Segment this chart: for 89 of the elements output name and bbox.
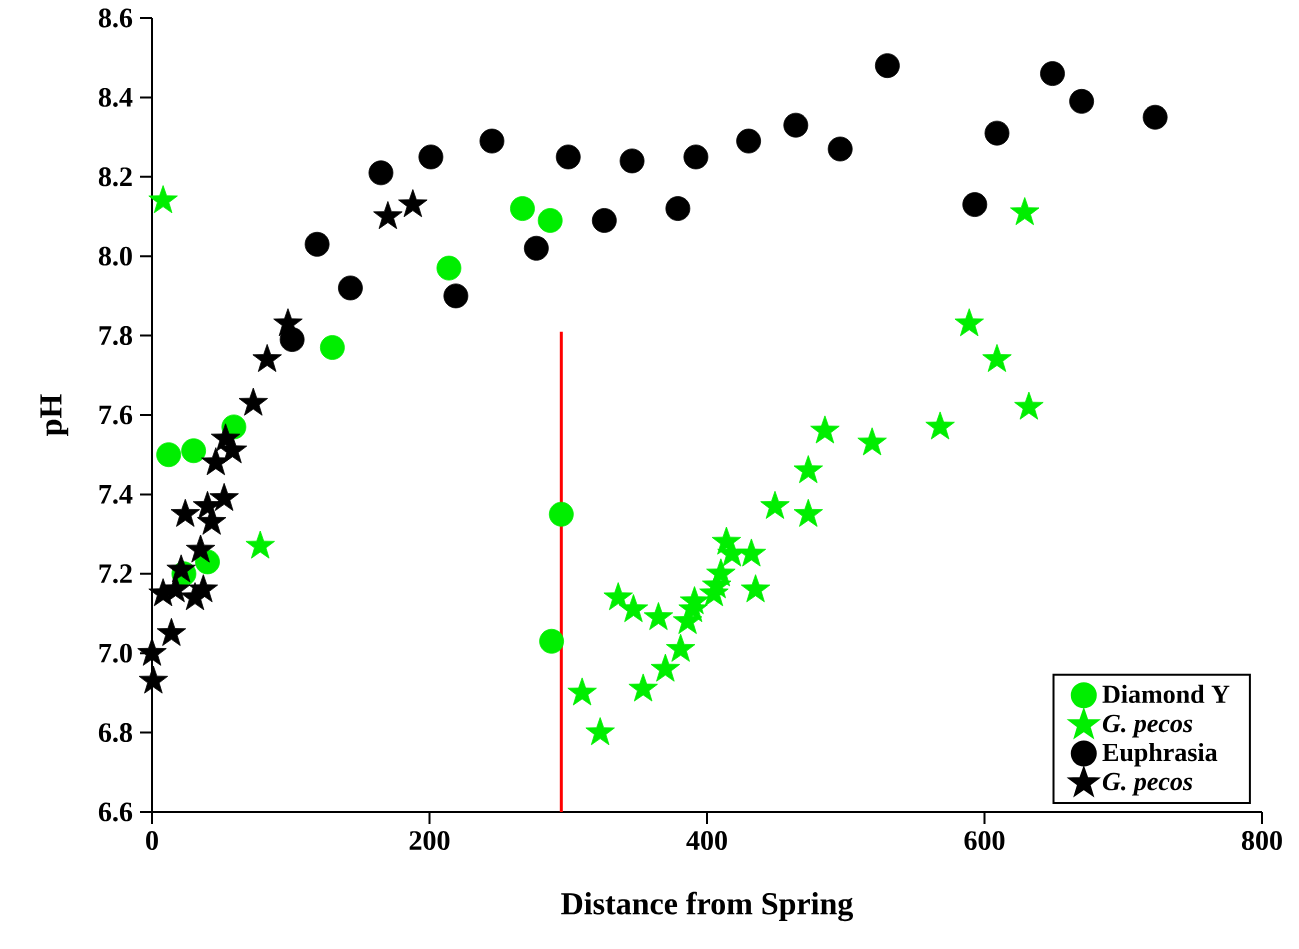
point xyxy=(760,490,790,519)
point xyxy=(591,208,617,233)
x-tick-label: 600 xyxy=(964,831,1005,850)
point xyxy=(665,196,691,221)
point xyxy=(982,344,1012,372)
point xyxy=(706,558,736,587)
point xyxy=(810,415,840,444)
point xyxy=(166,554,196,583)
point xyxy=(1010,197,1040,226)
point xyxy=(238,387,268,416)
y-tick-label: 8.4 xyxy=(98,87,133,107)
point xyxy=(736,538,767,567)
point xyxy=(368,160,394,186)
point xyxy=(436,255,462,281)
point xyxy=(443,283,469,309)
x-tick-label: 400 xyxy=(686,831,727,850)
legend-label: G. pecos xyxy=(1102,772,1193,796)
point xyxy=(793,455,823,484)
point xyxy=(925,411,955,440)
point xyxy=(954,308,984,337)
point xyxy=(418,144,444,170)
point xyxy=(650,653,681,682)
point xyxy=(585,717,615,746)
point xyxy=(510,196,535,221)
point xyxy=(537,208,563,233)
point xyxy=(827,136,853,162)
point xyxy=(548,501,574,527)
point xyxy=(619,148,645,174)
point xyxy=(603,582,633,611)
point xyxy=(338,275,363,301)
point xyxy=(156,442,182,468)
point xyxy=(736,128,762,154)
y-tick-label: 8.0 xyxy=(98,246,132,266)
point xyxy=(1040,61,1065,86)
point xyxy=(210,423,241,452)
y-tick-label: 7.6 xyxy=(99,405,133,425)
x-axis-title: Distance from Spring xyxy=(561,891,854,922)
y-tick-label: 7.4 xyxy=(99,484,133,504)
point xyxy=(539,628,564,654)
point xyxy=(148,185,178,214)
point xyxy=(523,235,549,261)
point xyxy=(170,498,200,527)
point xyxy=(156,617,187,646)
point xyxy=(185,534,216,563)
point xyxy=(618,594,649,623)
point xyxy=(567,677,597,706)
point xyxy=(479,128,505,154)
point xyxy=(683,144,709,170)
y-tick-label: 8.6 xyxy=(98,8,133,28)
y-tick-label: 7.8 xyxy=(99,326,133,346)
point xyxy=(1069,88,1095,114)
legend-label: Diamond Y xyxy=(1102,684,1230,704)
y-tick-label: 8.2 xyxy=(98,167,132,187)
point xyxy=(138,665,169,694)
point xyxy=(188,574,219,603)
point xyxy=(740,574,771,603)
point xyxy=(373,201,403,230)
point xyxy=(643,602,674,631)
point xyxy=(304,231,330,257)
x-tick-label: 0 xyxy=(146,831,158,850)
point xyxy=(628,673,658,702)
point xyxy=(984,120,1010,146)
point xyxy=(245,530,275,559)
point xyxy=(1142,104,1168,130)
point xyxy=(209,482,239,511)
legend-label: Euphrasia xyxy=(1102,742,1218,767)
point xyxy=(273,308,303,337)
point xyxy=(319,335,345,360)
y-tick-label: 7.0 xyxy=(99,643,132,663)
x-tick-label: 800 xyxy=(1241,831,1282,850)
y-axis-title: pH xyxy=(40,394,69,436)
point xyxy=(874,53,900,79)
point xyxy=(181,438,207,464)
legend-label: G. pecos xyxy=(1102,714,1193,738)
point xyxy=(665,633,696,662)
point xyxy=(555,144,581,170)
point xyxy=(252,344,282,372)
point xyxy=(679,586,710,615)
point xyxy=(1014,391,1044,420)
point xyxy=(857,427,887,456)
y-tick-label: 7.2 xyxy=(99,564,132,584)
point xyxy=(793,498,823,527)
point xyxy=(783,112,809,138)
y-tick-label: 6.8 xyxy=(98,723,133,743)
point xyxy=(962,192,988,217)
y-tick-label: 6.6 xyxy=(98,802,133,822)
x-tick-label: 200 xyxy=(409,831,450,850)
point xyxy=(137,637,167,666)
point xyxy=(398,189,428,218)
